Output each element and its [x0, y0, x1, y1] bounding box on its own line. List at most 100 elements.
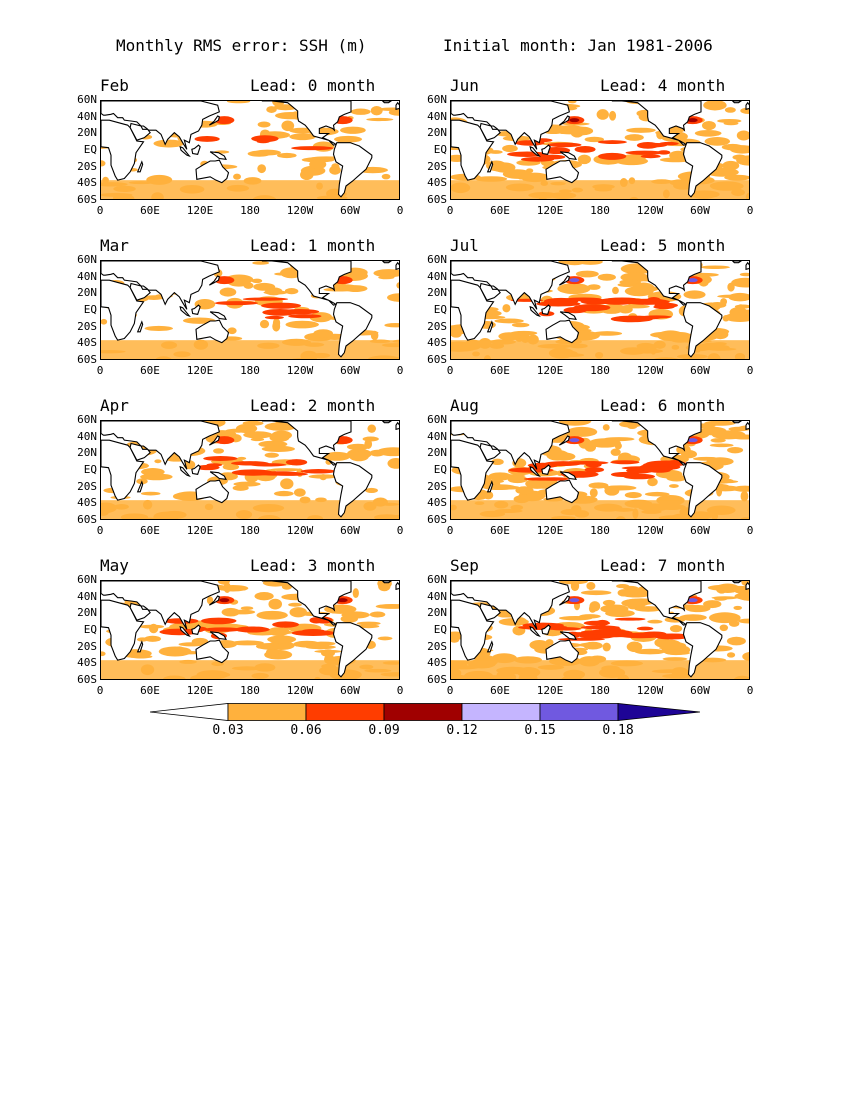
lon-tick-label: 180 [240, 204, 260, 217]
rms-contour-fill [242, 297, 289, 301]
colorbar-label: 0.15 [524, 723, 556, 738]
panel-month-label: May [100, 556, 129, 575]
rms-contour-fill [274, 272, 293, 276]
rms-contour-fill [731, 434, 749, 440]
lat-tick-label: EQ [83, 303, 97, 316]
coastline [136, 640, 144, 653]
rms-contour-fill [377, 636, 393, 641]
lon-tick-label: 120W [286, 524, 314, 537]
lon-tick-label: 60E [490, 364, 510, 377]
rms-contour-fill [569, 118, 580, 123]
lon-tick-label: 0 [746, 364, 754, 377]
rms-contour-fill [285, 288, 295, 292]
rms-contour-fill [615, 157, 649, 166]
rms-contour-fill [733, 605, 742, 610]
rms-contour-fill [266, 648, 279, 656]
coastline [479, 282, 501, 301]
rms-contour-fill [719, 624, 729, 632]
rms-contour-fill [583, 641, 603, 650]
map-panel [450, 420, 750, 520]
rms-contour-fill [657, 150, 671, 155]
rms-contour-fill [627, 466, 674, 472]
rms-contour-fill [280, 478, 294, 490]
coastline [195, 159, 230, 184]
lat-tick-label: 60N [427, 573, 447, 586]
rms-contour-fill [659, 157, 692, 163]
rms-contour-fill [614, 315, 643, 321]
coastline [451, 101, 570, 150]
rms-contour-fill [101, 500, 399, 519]
lon-tick-label: 0 [96, 524, 104, 537]
panel-lead-label: Lead: 0 month [250, 76, 376, 95]
lat-tick-label: 20N [77, 286, 97, 300]
coastline [451, 421, 570, 470]
lat-tick-label: 20S [77, 319, 97, 333]
rms-contour-fill [564, 297, 603, 302]
coastline [209, 631, 227, 641]
lon-tick-label: 120E [536, 684, 564, 697]
lat-tick-label: 40S [77, 496, 97, 510]
lon-tick-label: 120W [286, 204, 314, 217]
rms-contour-fill [387, 293, 399, 302]
rms-contour-fill [687, 438, 698, 443]
map-panel [450, 580, 750, 680]
rms-contour-fill [687, 278, 698, 283]
coastline [682, 302, 723, 358]
rms-contour-fill [233, 481, 261, 487]
lon-tick-label: 60W [340, 364, 360, 377]
lat-tick-label: 40S [427, 176, 447, 190]
rms-contour-fill [289, 607, 308, 618]
rms-contour-fill [451, 180, 749, 199]
rms-contour-fill [253, 282, 276, 291]
figure-title-left: Monthly RMS error: SSH (m) [116, 36, 367, 55]
rms-contour-fill [704, 421, 736, 426]
rms-contour-fill [367, 424, 377, 433]
rms-contour-fill [373, 269, 399, 278]
rms-contour-fill [249, 463, 287, 467]
lat-tick-label: 20S [427, 159, 447, 173]
rms-contour-fill [288, 602, 302, 607]
lat-tick-label: 20N [77, 606, 97, 620]
rms-contour-fill [153, 139, 185, 148]
rms-contour-fill [645, 460, 687, 467]
rms-contour-fill [451, 500, 749, 519]
rms-contour-fill [357, 624, 380, 629]
lon-tick-label: 120W [286, 364, 314, 377]
rms-contour-fill [222, 463, 240, 471]
rms-contour-fill [589, 488, 598, 498]
rms-contour-fill [206, 596, 214, 605]
rms-contour-fill [626, 641, 643, 653]
coastline [208, 595, 220, 606]
coastline [395, 581, 399, 591]
rms-contour-fill [669, 484, 679, 488]
coastline [101, 261, 220, 310]
lon-tick-label: 0 [746, 204, 754, 217]
rms-contour-fill [451, 340, 749, 359]
rms-contour-fill [529, 640, 550, 650]
lon-tick-label: 180 [590, 524, 610, 537]
rms-contour-fill [634, 648, 666, 655]
lat-tick-label: 60N [77, 573, 97, 586]
rms-contour-fill [734, 592, 749, 601]
lon-tick-label: 60W [690, 524, 710, 537]
rms-contour-fill [737, 618, 749, 624]
rms-contour-fill [580, 590, 612, 596]
lat-tick-label: 60S [427, 353, 447, 366]
lat-tick-label: 20N [77, 126, 97, 140]
coastline [191, 624, 201, 635]
coastline [101, 279, 145, 341]
rms-contour-fill [346, 443, 370, 451]
lon-tick-label: 60E [140, 364, 160, 377]
rms-contour-fill [611, 630, 629, 635]
rms-contour-fill [253, 471, 302, 476]
lat-tick-label: 40S [77, 656, 97, 670]
rms-contour-fill [264, 315, 284, 320]
rms-contour-fill [647, 619, 663, 624]
coastline [558, 435, 570, 446]
lat-tick-label: 60S [77, 353, 97, 366]
rms-contour-fill [381, 173, 391, 180]
panel-lead-label: Lead: 1 month [250, 236, 376, 255]
rms-contour-fill [283, 112, 291, 118]
coastline [381, 581, 392, 584]
coastline [558, 595, 570, 606]
